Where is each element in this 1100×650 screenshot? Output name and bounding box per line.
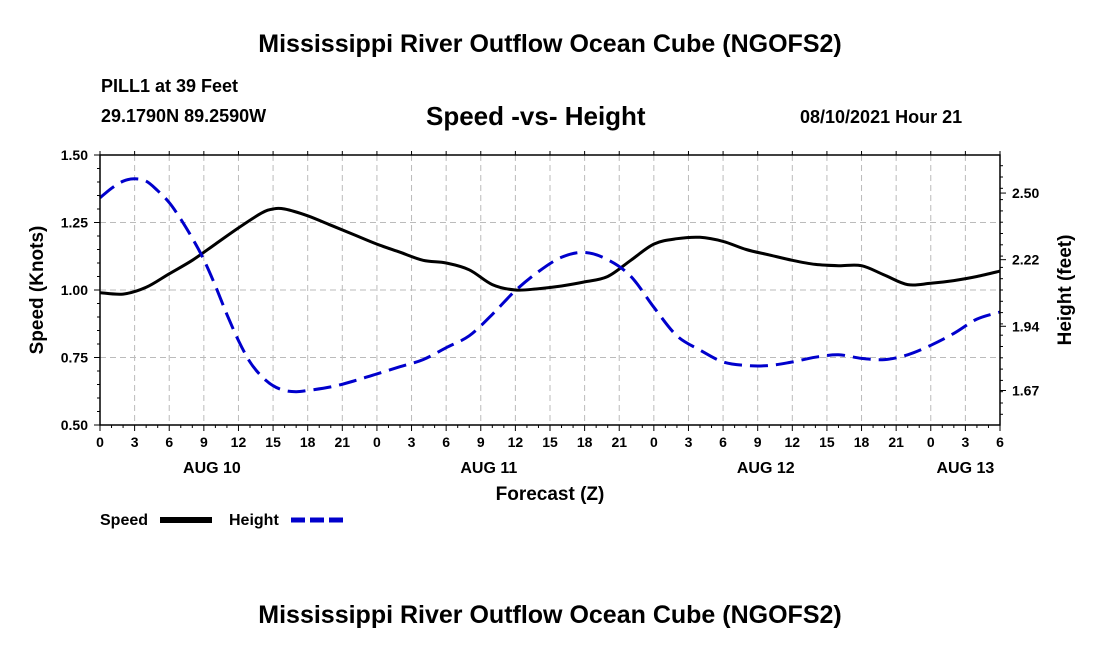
station-coords: 29.1790N 89.2590W [101, 106, 267, 126]
date-label: AUG 10 [183, 460, 241, 477]
x-tick-label: 6 [719, 434, 727, 450]
legend-speed-label: Speed [100, 512, 148, 529]
x-tick-label: 9 [200, 434, 208, 450]
x-tick-label: 15 [542, 434, 558, 450]
x-tick-label: 9 [477, 434, 485, 450]
x-tick-label: 0 [650, 434, 658, 450]
date-label: AUG 12 [737, 460, 795, 477]
x-tick-label: 9 [754, 434, 762, 450]
forecast-datetime: 08/10/2021 Hour 21 [800, 107, 963, 127]
x-tick-label: 21 [611, 434, 627, 450]
x-tick-label: 3 [131, 434, 139, 450]
axis-ticks: 0 3 6 9 12 15 18 21 0 3 6 9 12 15 18 21 0 3 6 9 12 15 18 21 0 3 6 0… [61, 147, 1040, 477]
legend-height-label: Height [229, 512, 279, 529]
station-label: PILL1 at 39 Feet [101, 76, 239, 96]
series-lines [99, 177, 1001, 394]
x-tick-label: 18 [577, 434, 593, 450]
x-tick-label: 6 [442, 434, 450, 450]
y2-tick-label: 1.94 [1012, 318, 1039, 334]
x-tick-label: 0 [96, 434, 104, 450]
x-tick-label: 3 [408, 434, 416, 450]
x-tick-label: 15 [265, 434, 281, 450]
y-tick-label: 0.75 [61, 350, 88, 366]
y-axis-label: Speed (Knots) [27, 226, 48, 355]
y-tick-label: 0.50 [61, 417, 88, 433]
x-tick-label: 3 [685, 434, 693, 450]
y-tick-label: 1.25 [61, 215, 88, 231]
x-tick-label: 0 [373, 434, 381, 450]
x-tick-label: 18 [854, 434, 870, 450]
y2-tick-label: 2.22 [1012, 252, 1039, 268]
x-tick-label: 12 [785, 434, 801, 450]
footer-title: Mississippi River Outflow Ocean Cube (NG… [258, 601, 842, 629]
speed-series-line [99, 206, 1001, 296]
chart-title: Mississippi River Outflow Ocean Cube (NG… [258, 30, 842, 58]
x-tick-label: 18 [300, 434, 316, 450]
x-tick-label: 12 [508, 434, 524, 450]
x-tick-label: 15 [819, 434, 835, 450]
x-tick-label: 6 [165, 434, 173, 450]
x-tick-label: 0 [927, 434, 935, 450]
grid [100, 155, 1000, 425]
x-tick-label: 12 [231, 434, 247, 450]
date-label: AUG 13 [936, 460, 994, 477]
chart-subtitle: Speed -vs- Height [426, 101, 646, 131]
y2-tick-label: 2.50 [1012, 185, 1039, 201]
height-series-line [99, 177, 1001, 394]
x-tick-label: 6 [996, 434, 1004, 450]
x-tick-label: 3 [961, 434, 969, 450]
x-tick-label: 21 [335, 434, 351, 450]
y2-tick-label: 1.67 [1012, 383, 1039, 399]
y-tick-label: 1.00 [61, 282, 88, 298]
y-tick-label: 1.50 [61, 147, 88, 163]
y2-axis-label: Height (feet) [1055, 235, 1076, 346]
x-axis-label: Forecast (Z) [496, 484, 605, 505]
date-label: AUG 11 [460, 460, 517, 477]
x-tick-label: 21 [888, 434, 904, 450]
